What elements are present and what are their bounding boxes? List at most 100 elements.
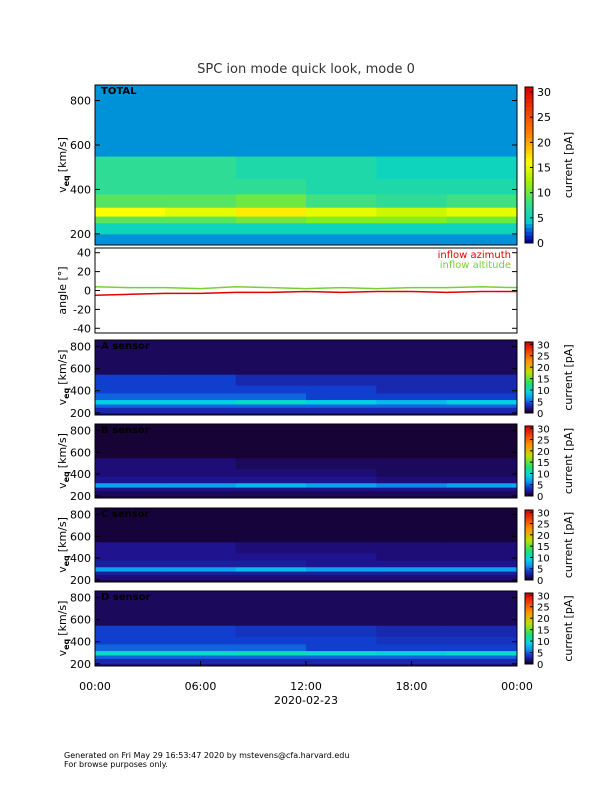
- colorbar-frame: [524, 86, 534, 244]
- heatmap-cell: [376, 193, 448, 208]
- colorbar-segment: [525, 511, 533, 514]
- x-tick-label: 12:00: [290, 680, 322, 693]
- heatmap-cell: [446, 663, 518, 667]
- heatmap-cell: [446, 487, 518, 491]
- heatmap-cell: [446, 457, 518, 470]
- heatmap-cell: [165, 482, 237, 488]
- y-tick-label: 200: [70, 490, 91, 503]
- y-tick-label: 800: [70, 509, 91, 522]
- colorbar-segment: [525, 157, 533, 162]
- colorbar-segment: [525, 398, 533, 402]
- colorbar-segment: [525, 555, 533, 558]
- heatmap-cell: [235, 216, 307, 224]
- heatmap-cell: [235, 566, 307, 572]
- colorbar-segment: [525, 529, 533, 532]
- colorbar-tick-label: 30: [537, 591, 550, 602]
- colorbar-segment: [525, 357, 533, 361]
- colorbar-tick-label: 20: [537, 531, 550, 542]
- heatmap-cell: [235, 643, 307, 652]
- colorbar-label: current [pA]: [562, 595, 575, 661]
- heatmap-cell: [376, 412, 448, 416]
- heatmap-cell: [376, 178, 448, 195]
- colorbar-tick-label: 20: [537, 136, 551, 149]
- colorbar-segment: [525, 381, 533, 384]
- colorbar-segment: [525, 630, 533, 633]
- y-axis-label-unit: [km/s]: [56, 433, 69, 468]
- heatmap-cell: [376, 571, 448, 575]
- colorbar-segment: [525, 455, 533, 458]
- heatmap-cell: [95, 663, 166, 667]
- x-tick-label: 06:00: [185, 680, 217, 693]
- heatmap-cell: [306, 468, 377, 477]
- colorbar-segment: [525, 567, 533, 570]
- colorbar-segment: [525, 594, 533, 598]
- heatmap-cell: [446, 541, 518, 554]
- y-axis-label-subscript: eq: [62, 471, 71, 482]
- heatmap-cell: [306, 340, 377, 375]
- colorbar-segment: [525, 648, 533, 651]
- heatmap-cell: [446, 407, 518, 414]
- colorbar-label: current [pA]: [562, 344, 575, 410]
- colorbar-segment: [525, 200, 533, 205]
- colorbar-segment: [525, 536, 533, 539]
- colorbar-segment: [525, 619, 533, 622]
- heatmap-cell: [376, 566, 448, 572]
- heatmap-cell: [446, 85, 518, 157]
- colorbar-segment: [525, 133, 533, 139]
- heatmap-cell: [165, 571, 237, 575]
- colorbar-segment: [525, 196, 533, 201]
- heatmap-cell: [235, 495, 307, 499]
- heatmap-cell: [446, 579, 518, 583]
- heatmap-cell: [235, 508, 307, 543]
- colorbar-tick-label: 15: [537, 162, 551, 175]
- heatmap-cell: [95, 399, 166, 405]
- heatmap-cell: [95, 412, 166, 416]
- heatmap-cell: [165, 625, 237, 637]
- heatmap-cell: [376, 457, 448, 470]
- heatmap-cell: [95, 482, 166, 488]
- colorbar-segment: [525, 492, 533, 495]
- heatmap-cell: [446, 374, 518, 386]
- colorbar-segment: [525, 482, 533, 485]
- colorbar-segment: [525, 168, 533, 174]
- colorbar-segment: [525, 545, 533, 548]
- colorbar-segment: [525, 94, 533, 100]
- colorbar-segment: [525, 642, 533, 645]
- colorbar-segment: [525, 468, 533, 471]
- heatmap-cell: [376, 482, 448, 488]
- heatmap-cell: [95, 407, 166, 414]
- colorbar-segment: [525, 487, 533, 490]
- colorbar-segment: [525, 517, 533, 520]
- heatmap-cell: [95, 476, 166, 484]
- colorbar-tick-label: 0: [537, 660, 543, 671]
- heatmap-cell: [376, 579, 448, 583]
- colorbar-segment: [525, 637, 533, 640]
- colorbar-segment: [525, 560, 533, 563]
- heatmap-cell: [235, 424, 307, 459]
- heatmap-cell: [306, 579, 377, 583]
- colorbar-tick-label: 5: [537, 481, 543, 492]
- heatmap-cell: [165, 476, 237, 484]
- colorbar-segment: [525, 440, 533, 443]
- y-tick-label: 800: [70, 95, 91, 108]
- colorbar-segment: [525, 436, 533, 439]
- colorbar-segment: [525, 204, 533, 209]
- colorbar-segment: [525, 375, 533, 378]
- heatmap-cell: [235, 340, 307, 375]
- y-axis-label-unit: [km/s]: [56, 350, 69, 385]
- heatmap-cell: [235, 579, 307, 583]
- heatmap-cell: [306, 207, 377, 217]
- heatmap-cell: [306, 374, 377, 386]
- colorbar-segment: [525, 129, 533, 135]
- colorbar-tick-label: 15: [537, 626, 550, 637]
- colorbar-tick-label: 5: [537, 565, 543, 576]
- heatmap-cell: [446, 178, 518, 195]
- colorbar-segment: [525, 607, 533, 610]
- y-tick-label: 800: [70, 425, 91, 438]
- y-axis-label: veq [km/s]: [56, 137, 71, 193]
- colorbar-segment: [525, 211, 533, 217]
- heatmap-cell: [376, 487, 448, 491]
- heatmap-cell: [95, 571, 166, 575]
- heatmap-cell: [235, 541, 307, 554]
